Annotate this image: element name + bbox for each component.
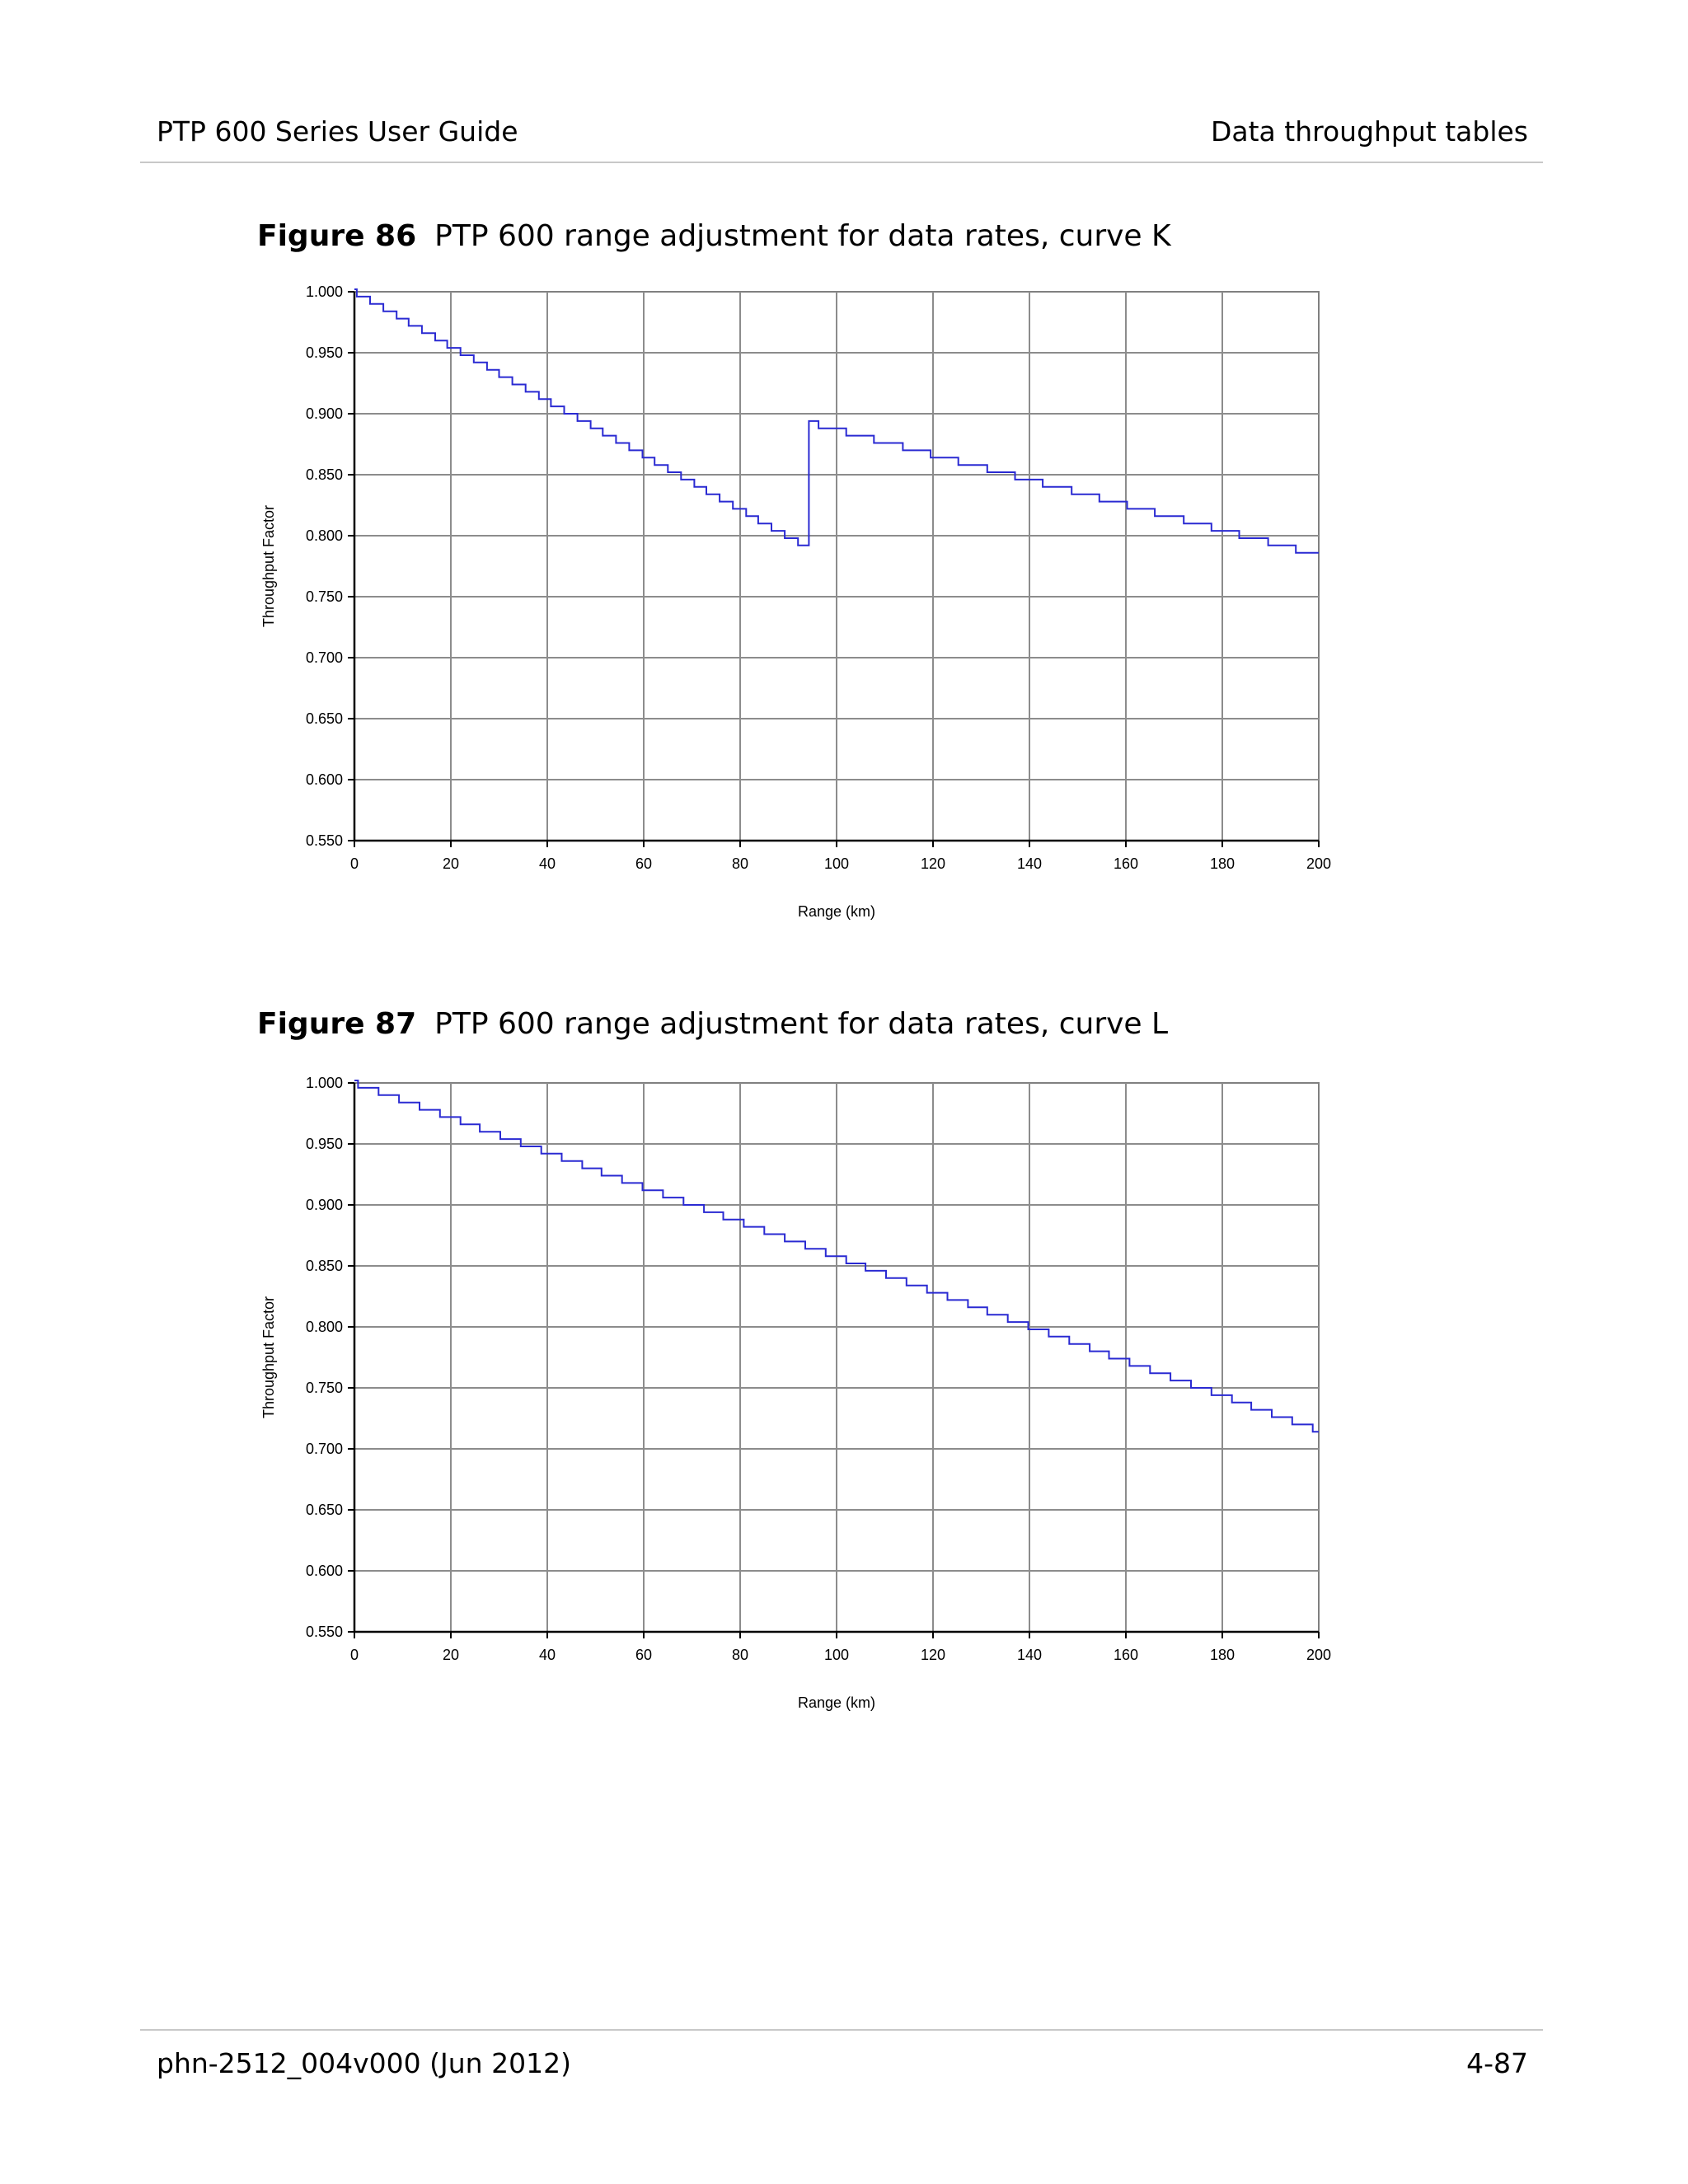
x-tick-label: 20 (443, 1647, 459, 1663)
chart-curve-k: 0 20 40 60 80 100 120 140 160 180 200 1.000 0.950 0.9… (260, 284, 1331, 920)
figure-86-text: PTP 600 range adjustment for data rates,… (434, 219, 1171, 253)
y-tick-label: 0.900 (306, 405, 343, 422)
x-tick-label: 120 (921, 1647, 945, 1663)
y-tick-label: 0.850 (306, 466, 343, 483)
y-tick-label: 0.550 (306, 1624, 343, 1640)
x-tick-label: 40 (539, 855, 556, 872)
footer-rule (140, 2029, 1543, 2031)
series-line (354, 1080, 1319, 1433)
footer-doc-id: phn-2512_004v000 (Jun 2012) (157, 2047, 571, 2079)
y-tick-label: 0.950 (306, 344, 343, 361)
x-tick-label: 180 (1210, 855, 1235, 872)
page-number: 4-87 (1466, 2047, 1528, 2079)
y-axis-label: Throughput Factor (260, 1296, 277, 1418)
x-tick-label: 80 (732, 855, 748, 872)
y-tick-label: 0.850 (306, 1258, 343, 1274)
x-tick-label: 160 (1114, 855, 1138, 872)
y-tick-label: 0.800 (306, 1319, 343, 1335)
chart-curve-l: 0 20 40 60 80 100 120 140 160 180 200 1.000 0.950 0.9… (260, 1075, 1331, 1711)
y-axis-label: Throughput Factor (260, 505, 277, 627)
y-tick-label: 0.700 (306, 1441, 343, 1457)
y-tick-label: 0.900 (306, 1197, 343, 1213)
y-tick-label: 0.650 (306, 1502, 343, 1518)
y-tick-label: 0.600 (306, 771, 343, 788)
y-tick-label: 0.950 (306, 1136, 343, 1152)
x-tick-label: 40 (539, 1647, 556, 1663)
x-tick-label: 80 (732, 1647, 748, 1663)
y-tick-label: 1.000 (306, 1075, 343, 1091)
y-tick-label: 0.600 (306, 1563, 343, 1579)
y-tick-label: 1.000 (306, 284, 343, 300)
series-line (354, 288, 1319, 554)
x-tick-label: 60 (635, 855, 652, 872)
x-tick-label: 200 (1306, 855, 1331, 872)
y-tick-label: 0.550 (306, 832, 343, 849)
x-tick-label: 180 (1210, 1647, 1235, 1663)
figure-86-caption: Figure 86 PTP 600 range adjustment for da… (257, 219, 1171, 253)
figure-86-number: Figure 86 (257, 219, 417, 253)
figure-87-number: Figure 87 (257, 1007, 417, 1041)
x-tick-label: 120 (921, 855, 945, 872)
x-tick-label: 60 (635, 1647, 652, 1663)
y-tick-label: 0.650 (306, 710, 343, 727)
x-tick-label: 200 (1306, 1647, 1331, 1663)
figure-87-caption: Figure 87 PTP 600 range adjustment for da… (257, 1007, 1168, 1041)
y-tick-label: 0.750 (306, 1380, 343, 1396)
x-tick-label: 140 (1017, 1647, 1042, 1663)
y-tick-label: 0.750 (306, 588, 343, 605)
header-rule (140, 162, 1543, 163)
x-tick-label: 160 (1114, 1647, 1138, 1663)
x-axis-label: Range (km) (798, 903, 875, 920)
x-tick-label: 0 (350, 855, 359, 872)
x-tick-label: 0 (350, 1647, 359, 1663)
y-tick-label: 0.700 (306, 649, 343, 666)
x-tick-label: 100 (824, 855, 849, 872)
y-tick-label: 0.800 (306, 527, 343, 544)
x-axis-label: Range (km) (798, 1694, 875, 1711)
header-title: PTP 600 Series User Guide (157, 115, 518, 148)
x-tick-label: 100 (824, 1647, 849, 1663)
figure-87-text: PTP 600 range adjustment for data rates,… (434, 1007, 1169, 1041)
x-tick-label: 140 (1017, 855, 1042, 872)
header-section: Data throughput tables (1210, 115, 1528, 148)
x-tick-label: 20 (443, 855, 459, 872)
